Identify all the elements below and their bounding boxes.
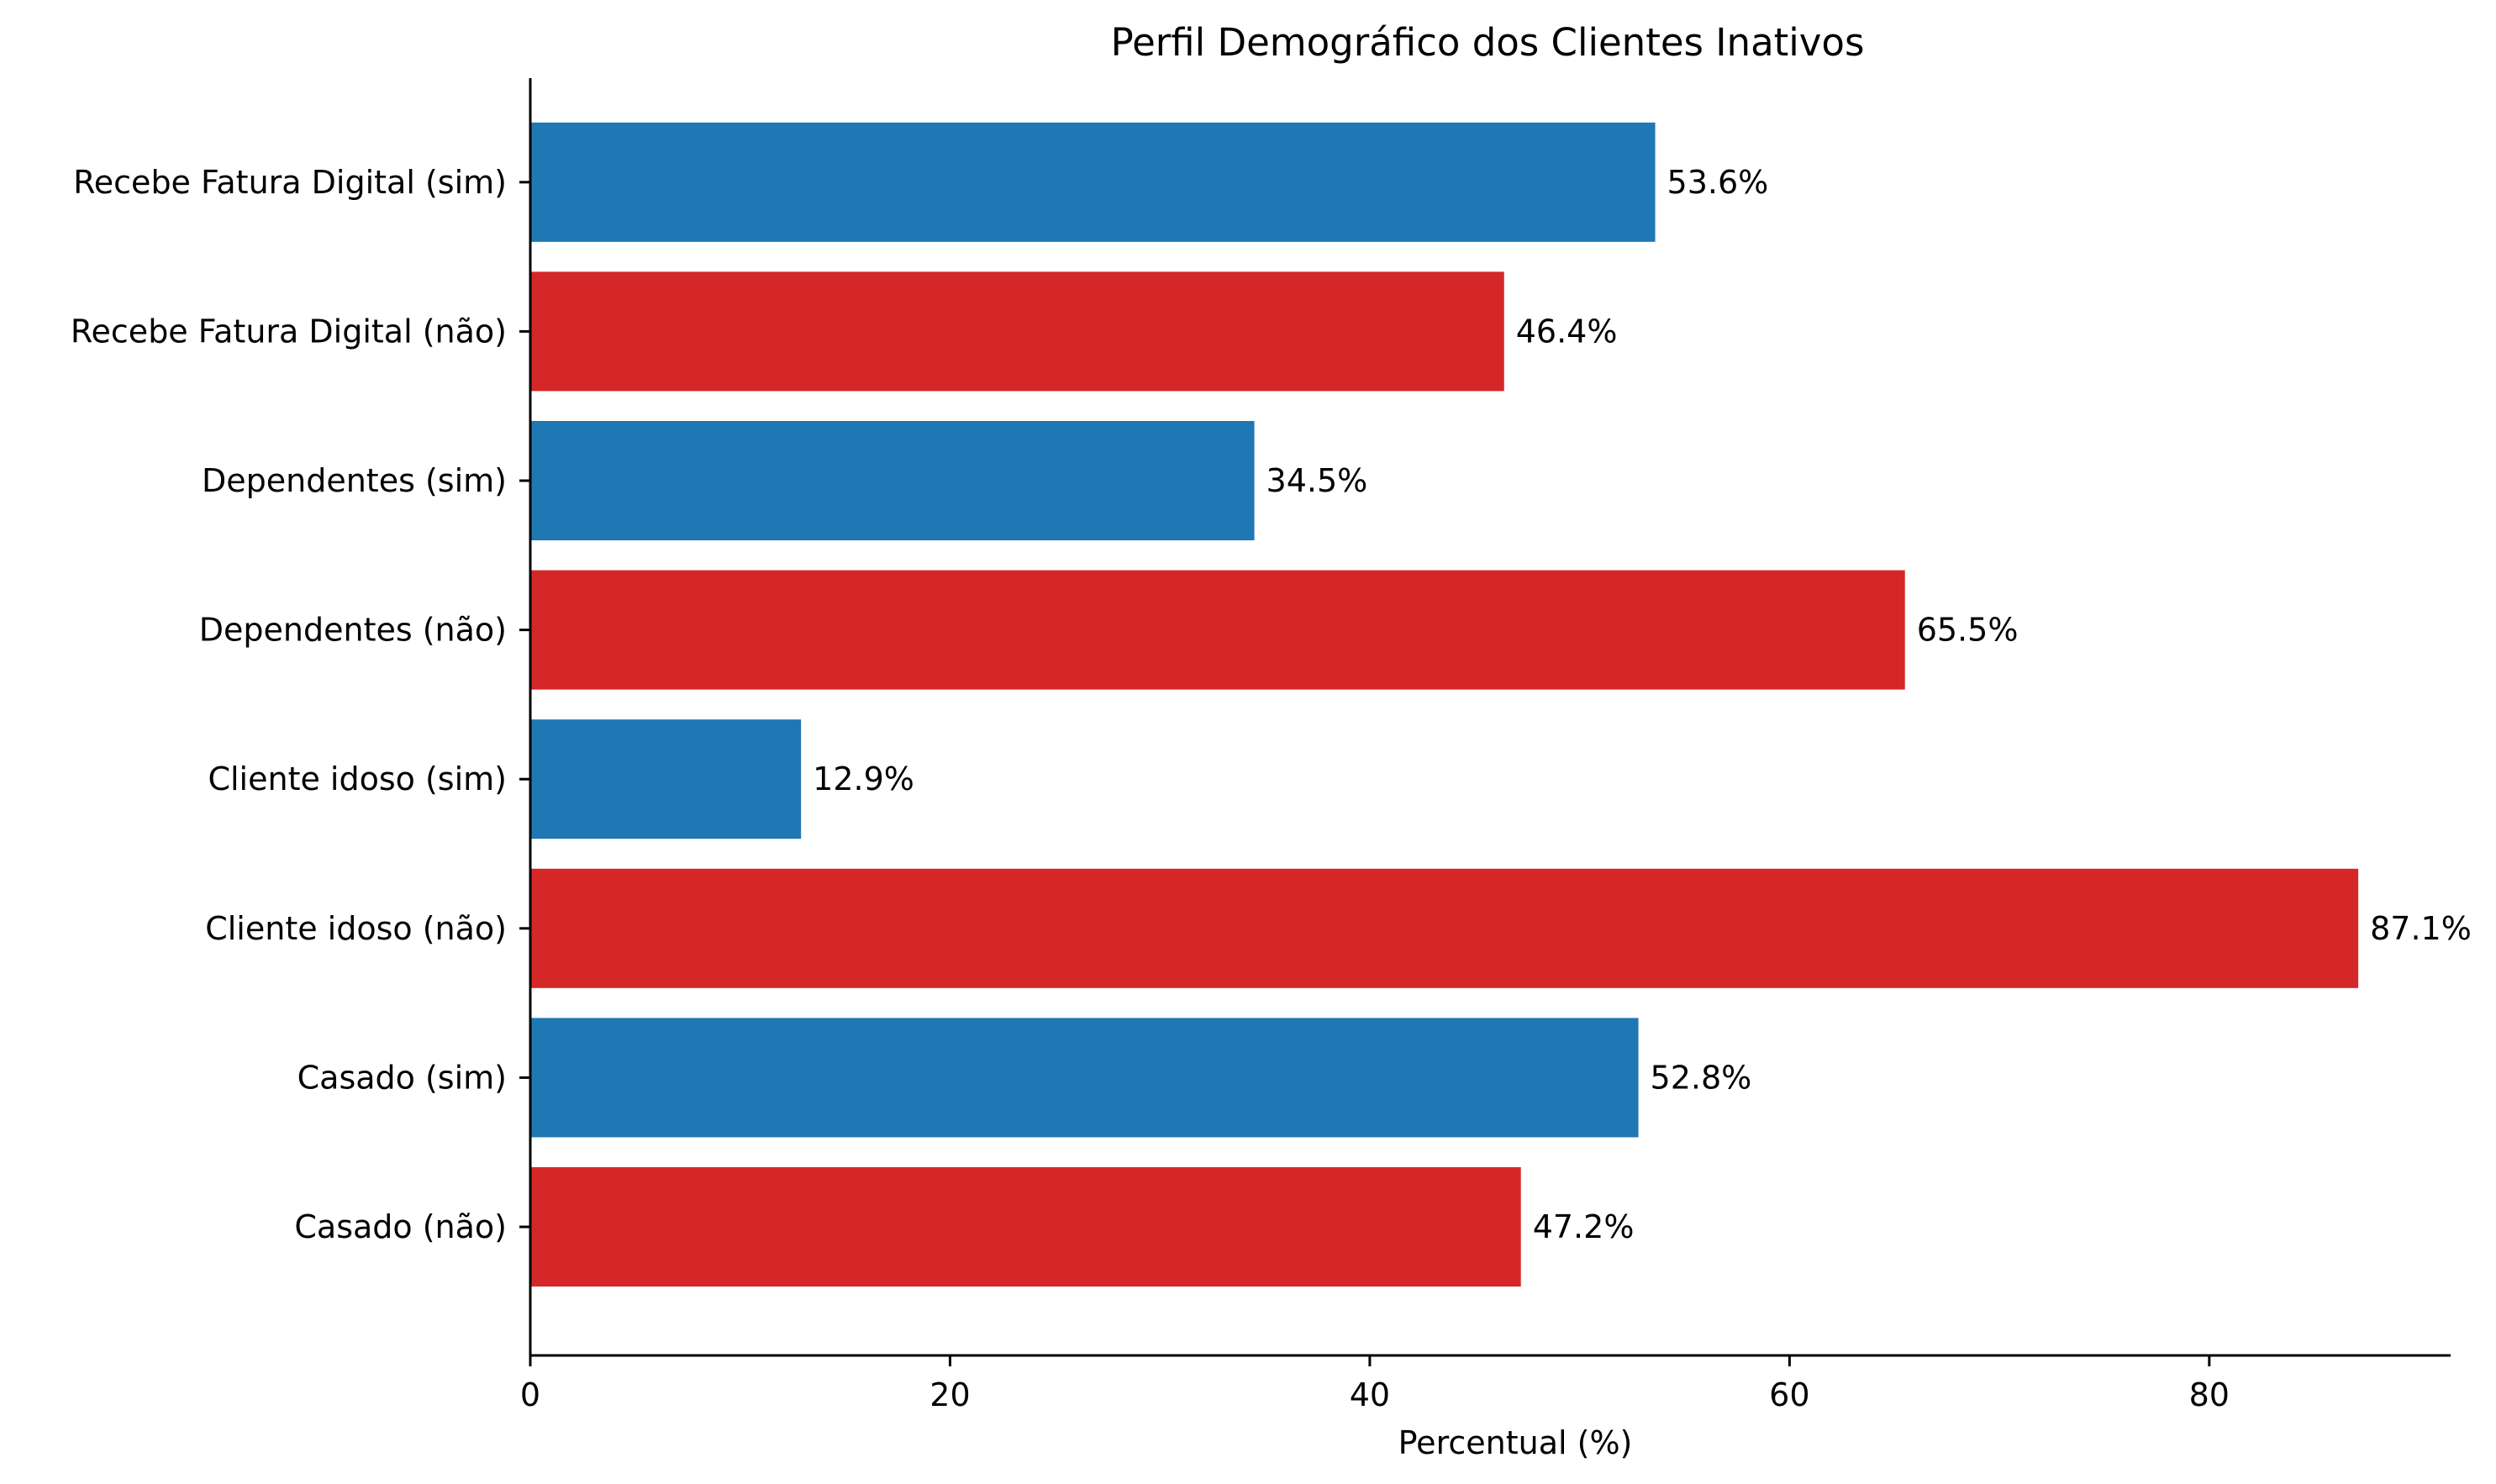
data-labels-group: 47.2% 52.8% 87.1% 12.9% 65.5% 34.5% 46.4% 53.6%	[813, 164, 2472, 1245]
bar-recebe-fatura-digital-sim	[530, 122, 1656, 242]
y-tick-label-recebe-fatura-digital-sim: Recebe Fatura Digital (sim)	[73, 164, 507, 201]
bar-dependentes-nao	[530, 570, 1905, 690]
x-tick-label-0: 0	[520, 1376, 540, 1413]
data-label-cliente-idoso-nao: 87.1%	[2370, 910, 2472, 947]
data-label-recebe-fatura-digital-nao: 46.4%	[1516, 313, 1618, 350]
x-tick-label-80: 80	[2189, 1376, 2230, 1413]
x-axis-label: Percentual (%)	[1398, 1424, 1633, 1461]
data-label-recebe-fatura-digital-sim: 53.6%	[1667, 164, 1769, 201]
data-label-dependentes-nao: 65.5%	[1917, 612, 2019, 649]
x-axis: 0 20 40 60 80	[520, 1354, 2451, 1413]
x-tick-label-60: 60	[1769, 1376, 1809, 1413]
y-tick-label-dependentes-sim: Dependentes (sim)	[202, 462, 507, 499]
bar-recebe-fatura-digital-nao	[530, 271, 1504, 392]
data-label-casado-nao: 47.2%	[1533, 1208, 1635, 1245]
data-label-dependentes-sim: 34.5%	[1266, 462, 1368, 499]
chart-title: Perfil Demográfico dos Clientes Inativos	[1111, 20, 1865, 65]
bar-cliente-idoso-sim	[530, 719, 802, 839]
y-tick-label-recebe-fatura-digital-nao: Recebe Fatura Digital (não)	[71, 313, 507, 350]
data-label-cliente-idoso-sim: 12.9%	[813, 760, 914, 797]
y-tick-label-cliente-idoso-sim: Cliente idoso (sim)	[208, 760, 507, 797]
data-label-casado-sim: 52.8%	[1651, 1059, 1752, 1096]
bar-casado-nao	[530, 1167, 1521, 1287]
bars-group	[530, 122, 2359, 1287]
bar-cliente-idoso-nao	[530, 868, 2359, 988]
y-tick-label-cliente-idoso-nao: Cliente idoso (não)	[205, 910, 507, 947]
bar-dependentes-sim	[530, 421, 1255, 540]
x-tick-label-20: 20	[929, 1376, 970, 1413]
bar-casado-sim	[530, 1018, 1639, 1138]
y-tick-label-casado-sim: Casado (sim)	[298, 1059, 507, 1096]
x-tick-label-40: 40	[1350, 1376, 1390, 1413]
y-tick-label-casado-nao: Casado (não)	[294, 1208, 507, 1245]
y-tick-label-dependentes-nao: Dependentes (não)	[199, 612, 507, 649]
y-axis: Casado (não) Casado (sim) Cliente idoso (n…	[71, 78, 532, 1355]
